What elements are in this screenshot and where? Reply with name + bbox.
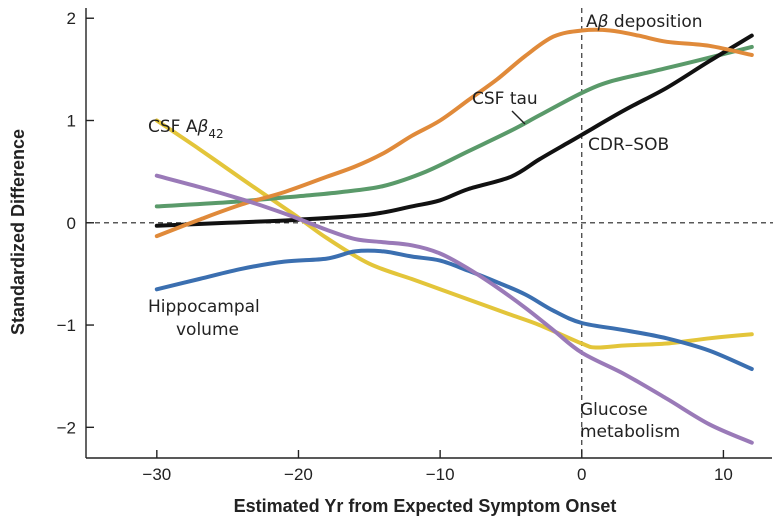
y-axis-title: Standardized Difference xyxy=(8,129,28,335)
y-tick-label: −1 xyxy=(57,316,76,335)
annotation-csf-abeta42-prefix: CSF A xyxy=(148,117,198,137)
annotation-abeta-deposition-beta: β xyxy=(597,12,609,32)
annotation-glucose-line2: metabolism xyxy=(580,422,680,442)
annotation-csf-abeta42: CSF Aβ42 xyxy=(148,117,224,141)
annotation-csf-tau-leader xyxy=(511,110,526,125)
annotation-hippocampal-line1: Hippocampal xyxy=(148,297,260,317)
y-tick-label: −2 xyxy=(57,418,76,437)
annotation-cdr-sob: CDR–SOB xyxy=(588,135,669,155)
annotation-abeta-deposition-prefix: A xyxy=(586,12,598,32)
x-axis-title: Estimated Yr from Expected Symptom Onset xyxy=(234,496,617,516)
x-tick-label: 0 xyxy=(577,465,586,484)
reference-lines xyxy=(86,8,773,458)
series-line-a-deposition xyxy=(154,27,754,239)
series-line-glucose-metabolism xyxy=(154,173,754,445)
annotation-glucose-line1: Glucose xyxy=(580,400,648,420)
series-line-cdr-sob xyxy=(154,33,754,228)
series-line-csf-tau xyxy=(154,44,754,209)
x-tick-label: −30 xyxy=(142,465,171,484)
y-tick-label: 2 xyxy=(67,9,76,28)
axes: 210−1−2−30 −20 −10 0 10 xyxy=(57,8,772,484)
x-tick-label: 10 xyxy=(714,465,733,484)
annotation-abeta-deposition-suffix: deposition xyxy=(609,12,703,32)
annotation-hippocampal-line2: volume xyxy=(176,320,239,340)
annotation-glucose-metabolism: Glucose metabolism xyxy=(580,400,680,442)
y-tick-label: 0 xyxy=(67,214,76,233)
annotation-csf-tau: CSF tau xyxy=(472,89,538,109)
annotation-csf-abeta42-beta: β xyxy=(196,117,208,137)
series-line-hippocampal-volume xyxy=(154,248,754,371)
annotation-abeta-deposition: Aβ deposition xyxy=(586,12,703,32)
series-group xyxy=(154,27,754,445)
x-tick-label: −20 xyxy=(284,465,313,484)
annotation-hippocampal-volume: Hippocampal volume xyxy=(148,297,265,340)
x-tick-label: −10 xyxy=(426,465,455,484)
y-tick-label: 1 xyxy=(67,112,76,131)
annotation-csf-abeta42-sub: 42 xyxy=(208,127,223,141)
